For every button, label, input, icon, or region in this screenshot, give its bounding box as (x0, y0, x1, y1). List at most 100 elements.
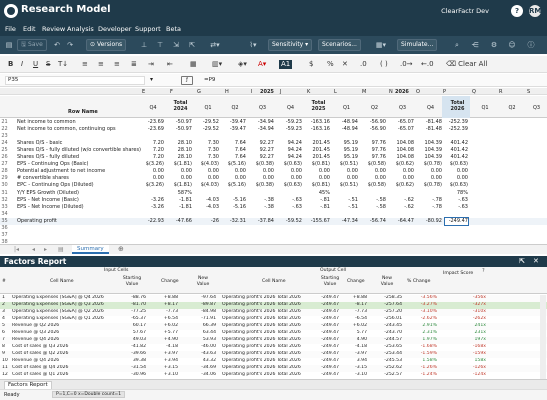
cell-value[interactable]: -50.97 (175, 126, 192, 133)
col-letter[interactable]: H (225, 89, 229, 95)
cell-value[interactable]: 7.64 (234, 140, 246, 147)
cell-value[interactable]: 0.00 (402, 175, 414, 182)
cell-value[interactable]: $(0.63) (283, 182, 302, 189)
cell-value[interactable]: -64.47 (397, 217, 414, 224)
menu-edit[interactable]: Edit (23, 25, 36, 33)
table-row[interactable]: 2 Operating Expenses [SG&A] @ Q3 2026 -81.… (0, 302, 547, 309)
cell-value[interactable]: 92.27 (259, 140, 274, 147)
table-row[interactable]: 28 Potential adjustment to net income 0.00… (0, 168, 547, 175)
cell-value[interactable]: 94.24 (287, 147, 302, 154)
row-number[interactable]: 21 (1, 119, 8, 125)
row-label[interactable]: # convertible shares (17, 175, 69, 182)
cell-value[interactable]: 0.00 (318, 175, 330, 182)
cell-value[interactable]: -4.03 (206, 203, 219, 210)
scenarios-button[interactable]: Scenarios... (318, 39, 361, 51)
cell-value[interactable]: 94.24 (287, 154, 302, 161)
cell-ref-input[interactable]: P35 (5, 76, 145, 85)
cell-value[interactable]: $(3.26) (145, 161, 164, 168)
cell-value[interactable]: 0.00 (318, 168, 330, 175)
table-row[interactable]: 23 (0, 133, 547, 140)
cell-value[interactable]: -.51 (348, 196, 358, 203)
undo-icon[interactable]: ↶ (54, 41, 60, 49)
col-letter[interactable]: S (527, 89, 531, 95)
cell-value[interactable]: $(4.03) (200, 182, 219, 189)
cell-value[interactable]: -26 (210, 217, 219, 224)
cell-value[interactable]: 97.76 (371, 140, 386, 147)
cell-value[interactable]: -34.94 (257, 119, 274, 125)
cell-value[interactable]: 0.00 (152, 168, 164, 175)
tab-summary[interactable]: Summary (72, 245, 109, 254)
simulate-button[interactable]: Simulate... (397, 39, 438, 51)
col-letter[interactable]: O (416, 89, 420, 95)
settings-icon[interactable]: ⚙ (490, 41, 498, 49)
col-letter[interactable]: F (170, 89, 173, 95)
table-row[interactable]: 21 Net income to common -23.69 -50.97 -29.52… (0, 119, 547, 126)
cell-value[interactable]: $(5.16) (227, 161, 246, 168)
outdent-icon[interactable]: ⇤ (167, 60, 173, 68)
cell-value[interactable]: -.58 (376, 203, 386, 210)
cell-value[interactable]: 104.39 (424, 147, 443, 154)
cell-value[interactable]: 95.19 (343, 154, 358, 161)
table-row[interactable]: 35 Operating profit -22.93 -47.66 -26 -32.31 -… (0, 216, 547, 227)
cell-value[interactable]: -50.97 (175, 119, 192, 125)
col-letter[interactable]: I (251, 89, 253, 95)
clear-format-icon[interactable]: ✕ (342, 60, 348, 68)
font-size-select[interactable]: A1 (279, 60, 293, 69)
chart-icon[interactable]: ⌇▾ (249, 41, 257, 49)
align-left-icon[interactable]: ≡ (82, 60, 88, 68)
user-name[interactable]: ClearFactr Dev (441, 7, 489, 15)
cell-value[interactable]: 7.30 (207, 147, 219, 154)
col-letter[interactable]: K (307, 89, 311, 95)
redo-icon[interactable]: ↷ (67, 41, 73, 49)
cell-value[interactable]: $(5.16) (227, 182, 246, 189)
cell-value[interactable]: -59.52 (285, 217, 302, 224)
cell-value[interactable]: -37.84 (257, 217, 274, 224)
row-label[interactable]: EPS - Continuing Ops (Basic) (17, 161, 89, 168)
row-number[interactable]: 35 (1, 217, 8, 224)
row-number[interactable]: 34 (1, 210, 8, 217)
cell-value[interactable]: 0.00 (207, 175, 219, 182)
row-number[interactable]: 36 (1, 224, 8, 231)
col-letter[interactable]: J (280, 89, 282, 95)
table-row[interactable]: 7 Revenue @ Q4 2026 49.03 +4.90 53.93 Operati… (0, 337, 547, 344)
row-number[interactable]: 29 (1, 175, 8, 182)
sensitivity-button[interactable]: Sensitivity ▾ (268, 39, 313, 51)
cell-value[interactable]: $(0.78) (423, 182, 442, 189)
cell-value[interactable]: 401.42 (450, 140, 469, 147)
cell-value[interactable]: -81.48 (425, 126, 442, 133)
table-row[interactable]: 33 EPS - Net Income (Diluted) -3.26 -1.81 -4… (0, 204, 547, 211)
cell-value[interactable]: -.63 (292, 196, 302, 203)
cell-value[interactable]: 92.27 (259, 147, 274, 154)
cell-value[interactable]: 0.00 (262, 175, 274, 182)
table-row[interactable]: 34 (0, 211, 547, 218)
table-row[interactable]: 12 Cost of sales @ Q1 2026 -30.96 +3.10 -34.… (0, 372, 547, 379)
table-row[interactable]: 38 (0, 239, 547, 244)
cell-value[interactable]: -48.94 (341, 126, 358, 133)
cell-value[interactable]: -252.39 (448, 126, 468, 133)
cell-value[interactable]: 0.00 (346, 175, 358, 182)
cell-value[interactable]: 104.08 (396, 147, 415, 154)
cell-value[interactable]: 97.76 (371, 147, 386, 154)
cell-value[interactable]: 7.20 (152, 154, 164, 161)
cell-value[interactable]: $(0.51) (339, 161, 358, 168)
menu-analysis[interactable]: Analysis (67, 25, 94, 33)
align-center-icon[interactable]: ≡ (98, 60, 104, 68)
cell-value[interactable]: 0.00 (290, 175, 302, 182)
table-row[interactable]: 30 EPC - Continuing Ops (Diluted) $(3.26) $… (0, 182, 547, 189)
cell-value[interactable]: -47.66 (175, 217, 192, 224)
next-sheet-icon[interactable]: ▸ (44, 246, 48, 253)
cell-value[interactable]: 0.00 (456, 175, 468, 182)
cell-value[interactable]: 0.00 (456, 168, 468, 175)
share-icon[interactable]: ⋲ (471, 41, 479, 49)
cell-value[interactable]: -252.39 (448, 119, 468, 125)
cell-value[interactable]: 104.08 (396, 154, 415, 161)
align-in-icon[interactable]: ⇲ (173, 41, 179, 49)
cell-value[interactable]: 201.45 (312, 140, 331, 147)
cell-value[interactable]: -29.52 (202, 126, 219, 133)
clear-all-button[interactable]: ⌫ Clear All (446, 60, 488, 68)
text-size-icon[interactable]: T↓ (58, 60, 69, 68)
row-label[interactable]: Shares O/S - fully diluted (w/o converti… (17, 147, 142, 154)
table-row[interactable]: 26 Shares O/S - fully diluted 7.20 28.10 7.3… (0, 154, 547, 161)
cell-value[interactable]: 0.00 (207, 168, 219, 175)
cell-value[interactable]: -47.34 (341, 217, 358, 224)
